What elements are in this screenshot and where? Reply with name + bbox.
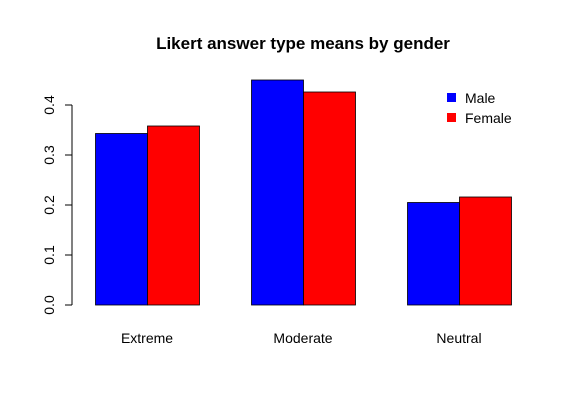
category-labels: Extreme Moderate Neutral: [121, 330, 482, 346]
bar-male-moderate: [251, 79, 304, 306]
chart-title: Likert answer type means by gender: [156, 34, 450, 53]
y-tick-label: 0.1: [41, 245, 57, 265]
legend-swatch-female: [447, 113, 456, 122]
bar-female-moderate: [303, 91, 356, 306]
legend-swatch-male: [447, 93, 456, 102]
legend-label-female: Female: [465, 110, 512, 126]
legend: Male Female: [447, 90, 512, 126]
bar-male-neutral: [407, 202, 460, 306]
bar-female-neutral: [459, 196, 512, 306]
legend-label-male: Male: [465, 90, 496, 106]
category-label: Neutral: [436, 330, 481, 346]
category-label: Extreme: [121, 330, 173, 346]
y-axis: 0.0 0.1 0.2 0.3 0.4: [41, 95, 73, 315]
y-tick-label: 0.2: [41, 195, 57, 215]
bar-male-extreme: [95, 133, 148, 306]
y-tick-label: 0.4: [41, 95, 57, 115]
category-label: Moderate: [273, 330, 332, 346]
y-tick-label: 0.0: [41, 295, 57, 315]
bar-female-extreme: [147, 125, 200, 306]
bars: [95, 79, 512, 306]
y-tick-label: 0.3: [41, 145, 57, 165]
